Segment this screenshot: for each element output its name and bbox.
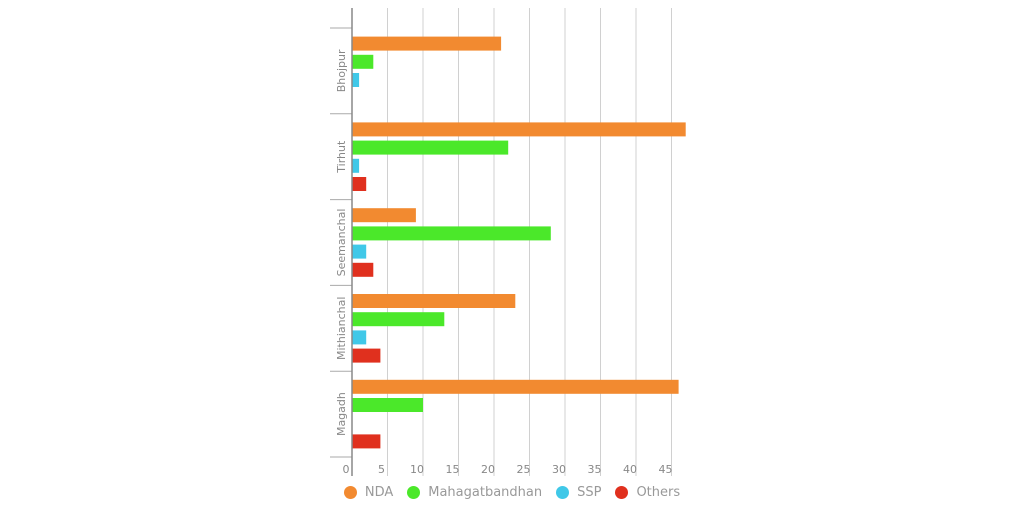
legend-dot-icon — [407, 486, 421, 499]
legend-item-ssp[interactable]: SSP — [556, 485, 601, 500]
legend-label: Mahagatbandhan — [428, 485, 543, 500]
legend-dot-icon — [615, 486, 629, 499]
x-tick-label: 25 — [517, 463, 531, 476]
bar-nda[interactable] — [352, 379, 679, 394]
legend-label: NDA — [364, 485, 394, 500]
x-tick-label: 10 — [410, 463, 424, 476]
category-label: Magadh — [335, 392, 348, 436]
bar-mahagatbandhan[interactable] — [352, 54, 374, 69]
x-tick-label: 20 — [481, 463, 495, 476]
legend-item-nda[interactable]: NDA — [343, 485, 394, 500]
bar-ssp[interactable] — [352, 158, 360, 173]
legend-item-others[interactable]: Others — [615, 485, 680, 500]
legend-label: Others — [636, 485, 681, 500]
legend-dot-icon — [556, 486, 570, 499]
bar-others[interactable] — [352, 348, 381, 363]
category-label: Seemanchal — [335, 209, 348, 277]
bar-ssp[interactable] — [352, 244, 367, 259]
bar-nda[interactable] — [352, 208, 416, 223]
chart-legend: NDA Mahagatbandhan SSP Others — [0, 485, 1024, 500]
bar-nda[interactable] — [352, 122, 686, 137]
legend-label: SSP — [577, 485, 602, 500]
category-label: Bhojpur — [335, 49, 348, 92]
x-tick-label: 15 — [446, 463, 460, 476]
bar-nda[interactable] — [352, 36, 502, 51]
x-tick-label: 35 — [588, 463, 602, 476]
bar-others[interactable] — [352, 262, 374, 277]
category-label: Tirhut — [335, 140, 348, 174]
x-tick-label: 40 — [623, 463, 637, 476]
bar-ssp[interactable] — [352, 73, 360, 87]
bar-others[interactable] — [352, 434, 381, 449]
x-tick-label: 0 — [343, 463, 350, 476]
bar-mahagatbandhan[interactable] — [352, 226, 551, 241]
x-tick-label: 30 — [552, 463, 566, 476]
x-tick-label: 45 — [659, 463, 673, 476]
bar-mahagatbandhan[interactable] — [352, 398, 423, 412]
bar-mahagatbandhan[interactable] — [352, 140, 509, 155]
bar-others[interactable] — [352, 177, 367, 191]
legend-dot-icon — [343, 486, 357, 499]
bar-nda[interactable] — [352, 294, 516, 308]
category-label: Mithianchal — [335, 297, 348, 360]
x-tick-label: 5 — [378, 463, 385, 476]
bar-mahagatbandhan[interactable] — [352, 312, 445, 327]
legend-item-mahagatbandhan[interactable]: Mahagatbandhan — [407, 485, 542, 500]
bar-ssp[interactable] — [352, 330, 367, 345]
